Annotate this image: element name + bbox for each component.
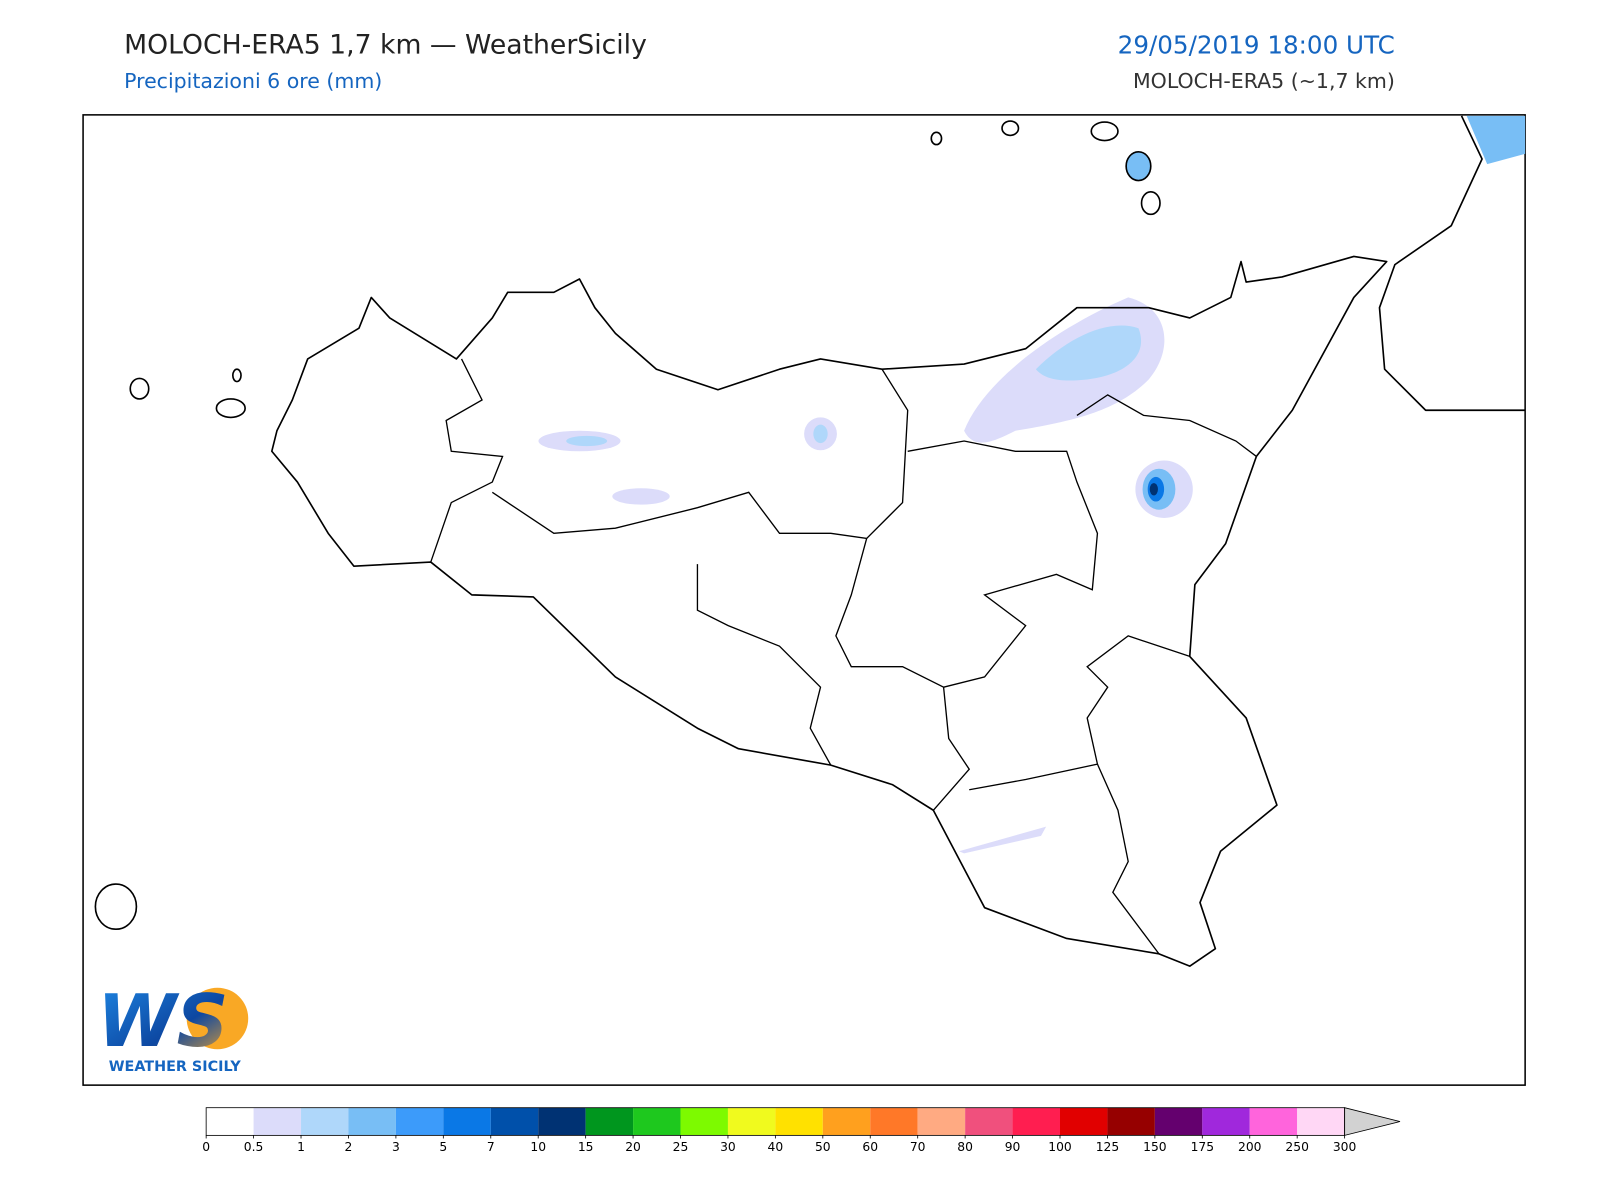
precip-patch: [1149, 483, 1158, 496]
colorbar-tick-label: 200: [1238, 1140, 1261, 1154]
colorbar-tick-label: 70: [910, 1140, 926, 1154]
calabria-coast: [1378, 115, 1526, 412]
colorbar-tick-label: 1: [297, 1140, 305, 1154]
logo: WS WEATHER SICILY: [97, 979, 249, 1075]
colorbar-cell: [1154, 1107, 1203, 1136]
map-area: [82, 114, 1526, 1086]
colorbar-cell: [443, 1107, 491, 1136]
logo-sun: [186, 987, 249, 1050]
sicily-coast: [270, 255, 1388, 967]
subtitle: Precipitazioni 6 ore (mm): [124, 69, 382, 93]
colorbar-cell: [633, 1107, 681, 1136]
datetime: 29/05/2019 18:00 UTC: [1118, 30, 1395, 59]
title: MOLOCH-ERA5 1,7 km — WeatherSicily: [124, 29, 647, 60]
precip-patch: [566, 435, 608, 447]
model-label: MOLOCH-ERA5 (~1,7 km): [1133, 69, 1395, 93]
logo-letters: WS: [97, 979, 228, 1063]
colorbar-tick-label: 175: [1191, 1140, 1214, 1154]
colorbar-tick-label: 50: [815, 1140, 831, 1154]
colorbar-tick-label: 80: [957, 1140, 973, 1154]
colorbar-cell: [585, 1107, 634, 1136]
colorbar-cell: [538, 1107, 586, 1136]
colorbar-tick-label: 30: [720, 1140, 736, 1154]
colorbar-tick-label: 300: [1333, 1140, 1356, 1154]
precip-patch: [1126, 151, 1151, 181]
logo-name: WEATHER SICILY: [109, 1059, 242, 1075]
colorbar-tick-label: 0.5: [244, 1140, 264, 1154]
colorbar-tick-label: 7: [487, 1140, 495, 1154]
colorbar-cell: [1249, 1107, 1298, 1136]
colorbar-tick-label: 5: [439, 1140, 447, 1154]
colorbar-cell: [301, 1107, 349, 1136]
colorbar-cell: [490, 1107, 539, 1136]
colorbar-extend: [1344, 1107, 1401, 1136]
precip-patch: [813, 424, 828, 444]
province-borders: [430, 358, 1257, 955]
colorbar-cell: [1202, 1107, 1250, 1136]
colorbar-tick-label: 20: [625, 1140, 641, 1154]
colorbar-cell: [1060, 1107, 1108, 1136]
colorbar-cell: [727, 1107, 776, 1136]
precip-patch: [612, 488, 670, 505]
colorbar-tick-label: 90: [1005, 1140, 1021, 1154]
colorbar-cell: [917, 1107, 966, 1136]
colorbar-cell: [965, 1107, 1013, 1136]
colorbar-cell: [870, 1107, 918, 1136]
colorbar-tick-label: 250: [1285, 1140, 1308, 1154]
colorbar-cell: [1012, 1107, 1060, 1136]
colorbar-tick-label: 0: [202, 1140, 210, 1154]
colorbar-tick-label: 125: [1096, 1140, 1119, 1154]
colorbar-tick-label: 25: [673, 1140, 689, 1154]
precip-patch: [1466, 115, 1526, 165]
precip-patch: [1035, 325, 1142, 381]
colorbar-tick-label: 150: [1143, 1140, 1166, 1154]
colorbar-tick-label: 60: [862, 1140, 878, 1154]
colorbar-cell: [1297, 1107, 1345, 1136]
colorbar-tick-label: 40: [768, 1140, 784, 1154]
colorbar-cell: [206, 1107, 254, 1136]
colorbar-cell: [395, 1107, 444, 1136]
colorbar-tick-label: 3: [392, 1140, 400, 1154]
precip-patch: [958, 826, 1047, 854]
colorbar-cell: [680, 1107, 728, 1136]
colorbar: 0 0.5 1 2 3 5 7 10 15 20 25 30 40 50 60 70 80 90 100 125 150…: [202, 1107, 1401, 1154]
colorbar-cell: [253, 1107, 302, 1136]
colorbar-tick-label: 10: [530, 1140, 546, 1154]
colorbar-cell: [775, 1107, 823, 1136]
islands: [94, 120, 1161, 931]
colorbar-cell: [348, 1107, 396, 1136]
colorbar-tick-label: 100: [1048, 1140, 1071, 1154]
colorbar-tick-label: 2: [345, 1140, 353, 1154]
precip-field: [538, 115, 1526, 854]
colorbar-cell: [822, 1107, 871, 1136]
map-frame: [82, 114, 1526, 1086]
colorbar-cell: [1107, 1107, 1155, 1136]
colorbar-tick-label: 15: [578, 1140, 594, 1154]
